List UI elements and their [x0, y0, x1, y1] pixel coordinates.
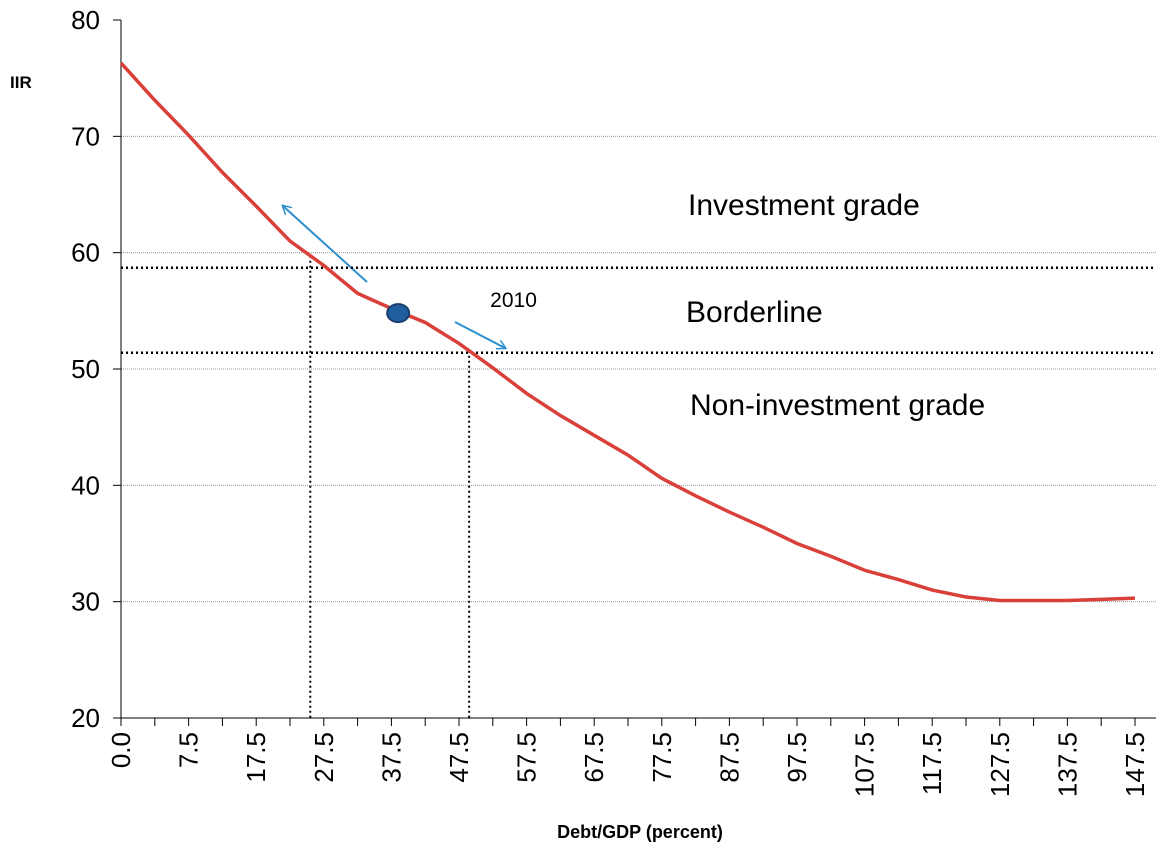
x-tick-label: 67.5: [579, 732, 609, 783]
y-tick-label: 30: [71, 587, 100, 617]
x-tick-label: 117.5: [917, 732, 947, 795]
data-line: [119, 61, 1136, 603]
highlight-point: [386, 303, 411, 324]
x-tick-label: 107.5: [850, 732, 880, 797]
y-tick-label: 40: [71, 470, 100, 500]
y-tick-label: 80: [71, 5, 100, 35]
x-axis-title: Debt/GDP (percent): [557, 822, 723, 842]
y-tick-label: 20: [71, 703, 100, 733]
zone-label: Borderline: [686, 296, 823, 329]
zone-label: Investment grade: [688, 189, 920, 222]
y-tick-label: 70: [71, 121, 100, 151]
x-tick-label: 137.5: [1052, 732, 1082, 797]
point-label: 2010: [490, 289, 537, 312]
arrow: [454, 321, 505, 348]
x-tick-label: 0.0: [106, 732, 136, 768]
x-tick-label: 27.5: [309, 732, 339, 783]
y-axis-title: IIR: [10, 73, 32, 92]
x-tick-label: 87.5: [714, 732, 744, 783]
arrow: [283, 206, 368, 283]
x-tick-label: 7.5: [174, 732, 204, 768]
y-tick-label: 50: [71, 354, 100, 384]
x-tick-label: 47.5: [444, 732, 474, 783]
x-tick-label: 147.5: [1120, 732, 1150, 797]
x-tick-label: 77.5: [647, 732, 677, 783]
x-tick-label: 37.5: [376, 732, 406, 783]
x-tick-label: 17.5: [241, 732, 271, 783]
y-tick-label: 60: [71, 238, 100, 268]
x-tick-label: 97.5: [782, 732, 812, 783]
zone-label: Non-investment grade: [690, 389, 985, 422]
x-tick-label: 57.5: [512, 732, 542, 783]
x-tick-label: 127.5: [985, 732, 1015, 797]
